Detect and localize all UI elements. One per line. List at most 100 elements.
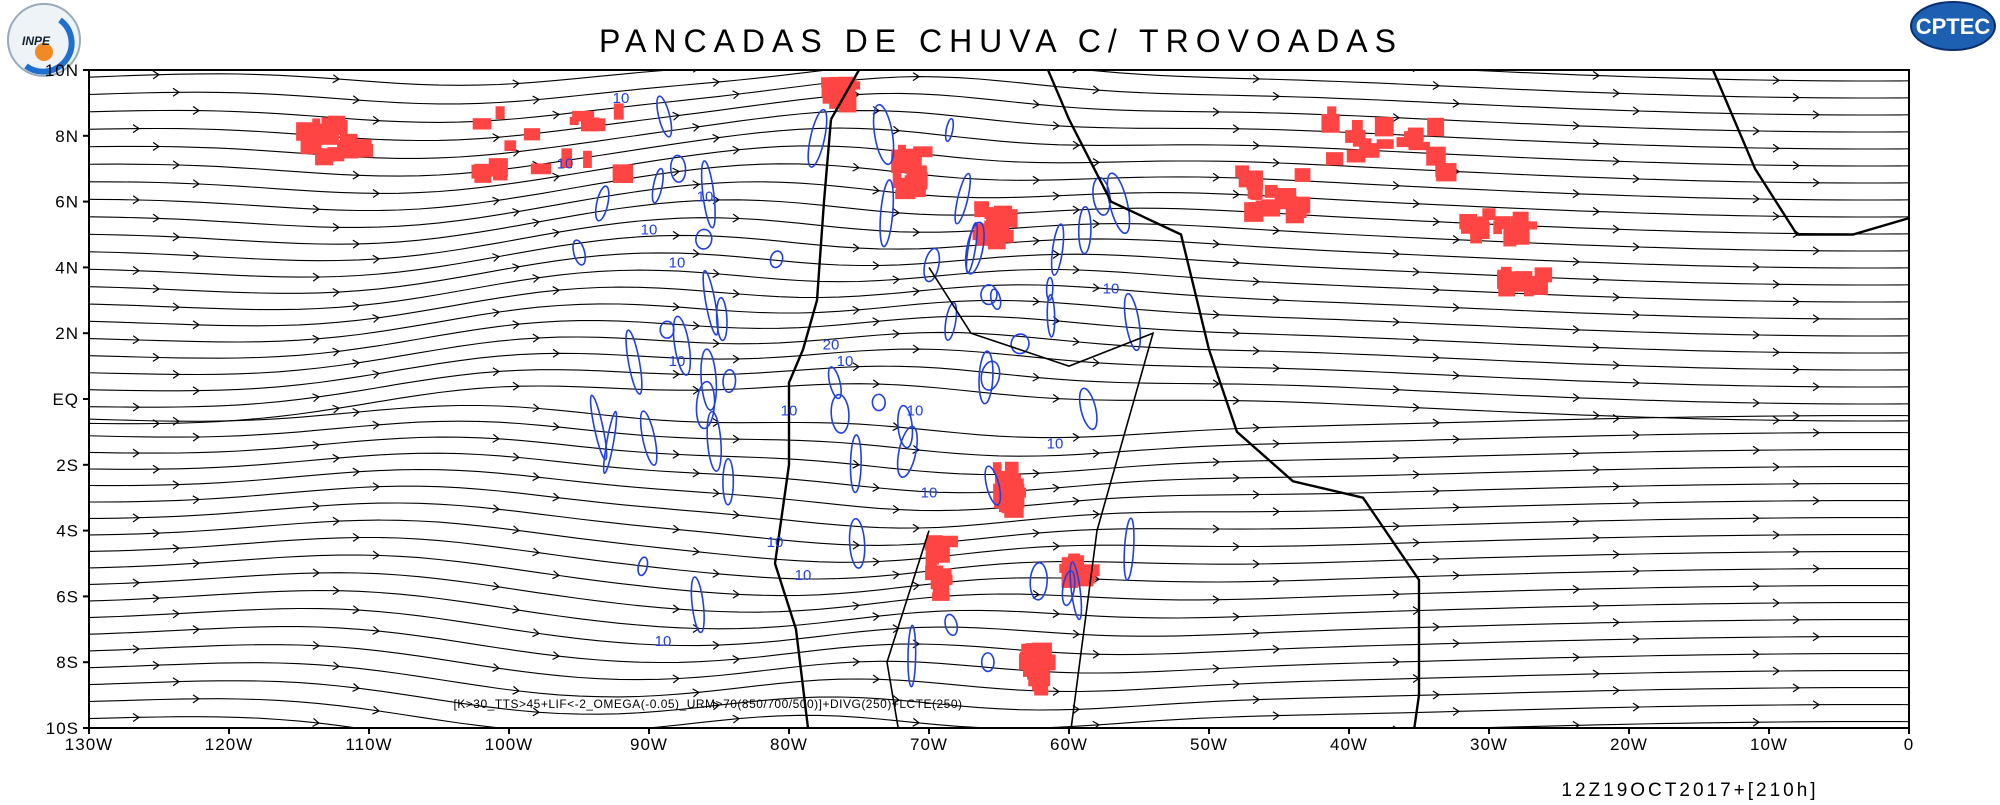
arrowhead (1272, 644, 1281, 654)
arrowhead (852, 601, 861, 611)
arrowhead (312, 440, 321, 450)
arrowhead (492, 663, 501, 672)
lon-label: 0 (1904, 735, 1914, 754)
lat-label: 10N (45, 61, 79, 80)
arrowhead (332, 586, 341, 596)
rain-cell (930, 546, 950, 563)
rain-cell (488, 165, 504, 174)
formula: [K>30_TTS>45+LIF<-2_OMEGA(-0.05)_URM>70(… (453, 697, 962, 711)
rain-cell (1351, 119, 1363, 137)
arrowhead (1052, 393, 1061, 403)
arrowhead (172, 302, 181, 312)
omega-contour (572, 239, 587, 266)
arrowhead (1212, 379, 1221, 389)
streamline (89, 145, 1909, 194)
arrowhead (1792, 479, 1801, 489)
arrowhead (192, 432, 201, 442)
arrowhead (1452, 303, 1461, 313)
lat-label: 2N (55, 324, 79, 343)
arrowhead (1812, 700, 1821, 710)
arrowhead (352, 532, 361, 542)
rain-cell (1426, 146, 1446, 166)
arrowhead (172, 677, 181, 687)
arrowhead (192, 558, 201, 568)
rain-cell (909, 176, 928, 190)
rain-cell (936, 535, 958, 548)
arrowhead (1432, 486, 1441, 496)
arrowhead (1092, 358, 1101, 368)
arrowhead (852, 540, 861, 550)
title: PANCADAS DE CHUVA C/ TROVOADAS (599, 23, 1403, 59)
arrowhead (1772, 347, 1781, 357)
rain-cell (906, 165, 927, 177)
arrowhead (1232, 328, 1241, 338)
arrowhead (672, 167, 681, 177)
arrowhead (492, 196, 501, 206)
arrowhead (1612, 156, 1621, 166)
arrowhead (1272, 91, 1281, 101)
omega-contour (651, 167, 664, 204)
lon-label: 100W (485, 735, 533, 754)
lon-label: 60W (1050, 735, 1088, 754)
omega-contour (722, 368, 737, 394)
arrowhead (352, 605, 361, 615)
arrowhead (1252, 346, 1261, 356)
omega-contour (923, 247, 941, 283)
arrowhead (1232, 542, 1241, 552)
arrowhead (1072, 265, 1081, 275)
arrowhead (1032, 236, 1041, 246)
rain-cell (1427, 117, 1445, 137)
arrowhead (1812, 382, 1821, 392)
arrowhead (1572, 516, 1581, 526)
arrowhead (532, 628, 541, 638)
arrowhead (532, 273, 541, 283)
arrowhead (1632, 106, 1641, 116)
omega-contour (672, 315, 692, 376)
streamline (89, 644, 1909, 681)
omega-contour (656, 95, 673, 138)
rain-cell (1374, 117, 1394, 137)
rain-cell (581, 117, 600, 132)
timestamp: 12Z19OCT2017+[210h] (1561, 780, 1818, 800)
rain-cell (1274, 190, 1291, 208)
arrowhead (852, 305, 861, 315)
arrowhead (132, 335, 141, 345)
contour-label: 10 (697, 189, 714, 206)
arrowhead (532, 472, 541, 482)
arrowhead (552, 110, 561, 120)
arrowhead (1452, 98, 1461, 108)
lon-label: 40W (1330, 735, 1368, 754)
arrowhead (1572, 652, 1581, 662)
arrowhead (1052, 609, 1061, 619)
arrowhead (312, 204, 321, 214)
arrowhead (1792, 411, 1801, 421)
arrowhead (1092, 283, 1101, 293)
rain-cell (300, 136, 322, 155)
arrowhead (1272, 576, 1281, 586)
arrowhead (892, 422, 901, 432)
arrowhead (732, 90, 741, 100)
arrowhead (692, 688, 701, 698)
arrowhead (1452, 638, 1461, 648)
streamline (89, 589, 1909, 630)
rain-cell (1235, 165, 1250, 178)
arrowhead (372, 254, 381, 264)
arrowhead (712, 701, 721, 711)
arrowhead (1632, 498, 1641, 508)
streamline (89, 163, 1909, 212)
arrowhead (872, 317, 881, 327)
arrowhead (1452, 235, 1461, 245)
arrowhead (672, 604, 681, 614)
arrowhead (1392, 521, 1401, 531)
arrowhead (1812, 564, 1821, 574)
arrowhead (152, 528, 161, 538)
rain-cell (892, 172, 902, 189)
arrowhead (1572, 448, 1581, 458)
streamline (89, 181, 1909, 228)
arrowhead (1052, 249, 1061, 259)
arrowhead (732, 213, 741, 223)
omega-contour (1050, 223, 1065, 276)
rain-cell (1470, 227, 1483, 244)
omega-contour (944, 301, 958, 341)
